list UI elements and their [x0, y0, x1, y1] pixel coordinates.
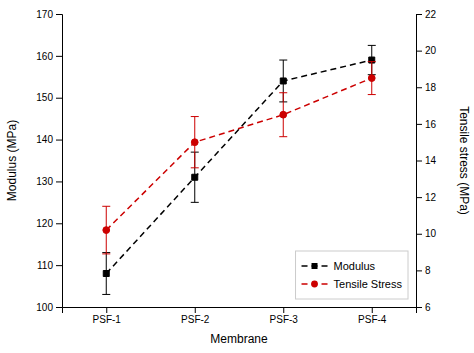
marker: [280, 78, 286, 84]
tick-label: 150: [36, 92, 53, 103]
tick: 16: [416, 119, 437, 130]
tick: 22: [416, 9, 437, 20]
chart: PSF-1 PSF-2 PSF-3 PSF-4 100 110 120 130 140 150 16…: [0, 0, 474, 353]
tick: PSF-2: [181, 307, 210, 325]
marker: [191, 139, 198, 146]
tick-label: 160: [36, 51, 53, 62]
tick-mark: [283, 307, 284, 313]
line: [106, 60, 372, 273]
tick-mark: [416, 87, 422, 88]
tick-mark: [416, 124, 422, 125]
tick: 6: [416, 302, 431, 313]
tick-mark: [416, 234, 422, 235]
legend-label: Modulus: [334, 260, 376, 272]
tick-label: 18: [425, 82, 437, 93]
axis-line: [63, 308, 417, 314]
tick-label: 170: [36, 9, 53, 20]
tick-label: PSF-3: [270, 314, 299, 325]
tick-mark: [372, 307, 373, 313]
tick-label: 140: [36, 134, 53, 145]
marker: [280, 111, 287, 118]
tick: PSF-3: [270, 307, 299, 325]
tick-mark: [56, 223, 62, 224]
tick-mark: [416, 51, 422, 52]
tick-mark: [56, 56, 62, 57]
tick-mark: [56, 307, 62, 308]
marker: [103, 227, 110, 234]
tick: 150: [36, 92, 62, 103]
tick-mark: [416, 197, 422, 198]
legend-item: Tensile Stress: [302, 278, 403, 290]
y2-axis: 6 8 10 12 14 16 18 20 22: [416, 9, 437, 313]
legend: Modulus Tensile Stress: [296, 251, 408, 299]
tick: 140: [36, 134, 62, 145]
tick: 160: [36, 51, 62, 62]
tick: 8: [416, 265, 431, 276]
tick-label: 22: [425, 9, 437, 20]
tick-mark: [106, 307, 107, 313]
line: [106, 78, 372, 230]
tick-label: 10: [425, 228, 437, 239]
plot: PSF-1 PSF-2 PSF-3 PSF-4 100 110 120 130 140 150 16…: [36, 9, 436, 325]
tick-label: 12: [425, 192, 437, 203]
tick-label: 8: [425, 265, 431, 276]
error-bar: [102, 206, 110, 254]
error-bar: [102, 253, 110, 295]
tick-label: 14: [425, 155, 437, 166]
legend-marker: [311, 281, 318, 288]
y2-axis-title: Tensile stress (MPa): [457, 106, 471, 215]
legend-item: Modulus: [302, 260, 376, 272]
tick-mark: [416, 161, 422, 162]
tick-label: 110: [37, 260, 53, 271]
tick-label: PSF-2: [181, 314, 210, 325]
tick-label: 130: [36, 176, 53, 187]
tick: 18: [416, 82, 437, 93]
error-bar: [279, 93, 287, 137]
tick-mark: [416, 307, 422, 308]
marker: [368, 75, 375, 82]
marker: [103, 271, 109, 277]
y-axis-title: Modulus (MPa): [5, 120, 19, 201]
tick: 100: [36, 302, 62, 313]
axis-line: [417, 15, 423, 308]
tick: 120: [36, 218, 62, 229]
tick-mark: [56, 265, 62, 266]
tick-mark: [56, 98, 62, 99]
tick-label: PSF-4: [358, 314, 387, 325]
legend-marker: [312, 263, 318, 269]
tick-label: 120: [36, 218, 53, 229]
y-axis: 100 110 120 130 140 150 160 170: [36, 9, 62, 313]
tick-mark: [416, 14, 422, 15]
tick-label: PSF-1: [93, 314, 122, 325]
error-bar: [368, 62, 376, 95]
tick: 110: [37, 260, 62, 271]
legend-label: Tensile Stress: [334, 278, 403, 290]
tick-label: 20: [425, 45, 437, 56]
tick: 12: [416, 192, 437, 203]
x-axis-title: Membrane: [210, 332, 268, 346]
marker: [192, 174, 198, 180]
tick-mark: [56, 14, 62, 15]
axis-line: [56, 15, 63, 308]
tick: 20: [416, 45, 437, 56]
tick: 14: [416, 155, 437, 166]
tick-mark: [56, 181, 62, 182]
tick-mark: [416, 270, 422, 271]
tick: 130: [36, 176, 62, 187]
tick-label: 16: [425, 119, 437, 130]
legend-box: [296, 251, 408, 299]
tick-label: 6: [425, 302, 431, 313]
tick: PSF-4: [358, 307, 387, 325]
x-axis: PSF-1 PSF-2 PSF-3 PSF-4: [63, 307, 417, 325]
tick: 10: [416, 228, 437, 239]
tick: 170: [36, 9, 62, 20]
tick-mark: [195, 307, 196, 313]
error-bar: [191, 117, 199, 168]
tick: PSF-1: [93, 307, 122, 325]
tick-label: 100: [36, 302, 53, 313]
series: [102, 62, 376, 254]
tick-mark: [56, 140, 62, 141]
